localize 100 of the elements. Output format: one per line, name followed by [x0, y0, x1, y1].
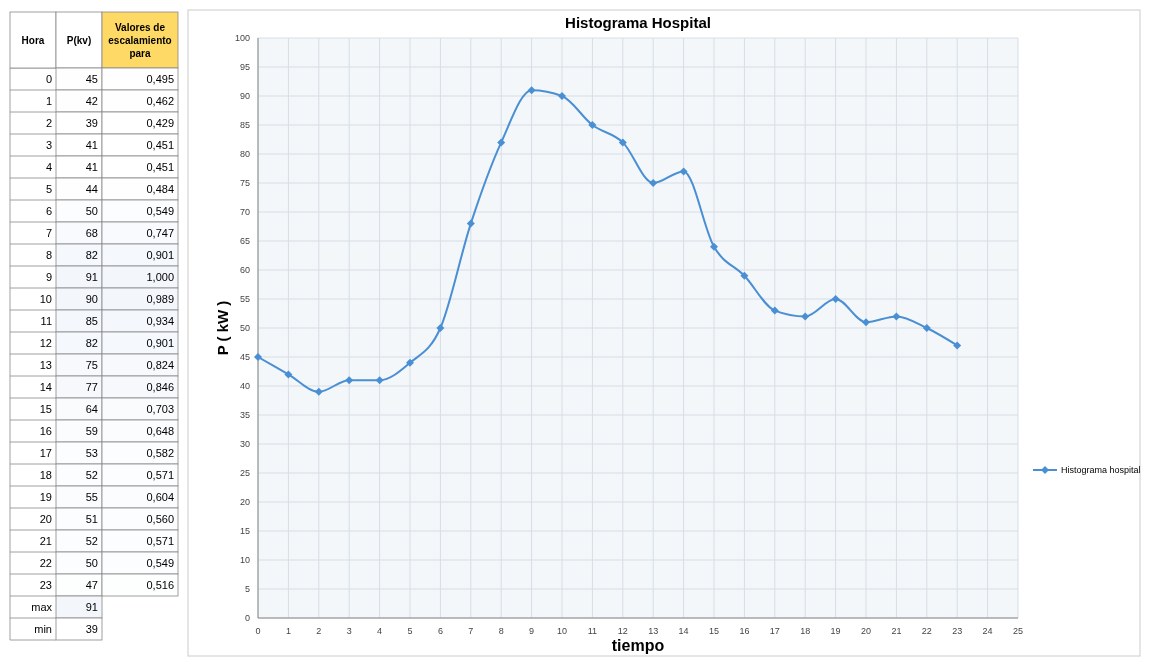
data-label: 50 [85, 557, 98, 569]
data-label: 41 [85, 139, 98, 151]
data-label: 68 [85, 227, 98, 239]
y-axis-title: Hora [21, 35, 45, 46]
data-label: 0,495 [146, 73, 174, 85]
y-tick-label: 10 [39, 293, 52, 305]
y-tick-label: 5 [244, 584, 250, 594]
data-label: 0,703 [146, 403, 174, 415]
y-tick-label: 18 [39, 469, 52, 481]
point [831, 295, 840, 303]
point [436, 324, 445, 332]
x-tick-label: 1 [285, 626, 291, 636]
y-tick-label: 14 [39, 381, 52, 393]
data-label: 47 [85, 579, 98, 591]
data-label: 91 [85, 601, 98, 613]
data-label: 91 [85, 271, 98, 283]
y-tick-label: 5 [45, 183, 52, 195]
x-tick-label: 4 [377, 626, 383, 636]
data-label: 0,648 [146, 425, 174, 437]
point [284, 370, 293, 379]
data-label: 50 [85, 205, 98, 217]
y-tick-label: 11 [40, 315, 52, 327]
point [862, 318, 870, 327]
y-tick-label: 2 [45, 117, 52, 129]
y-tick-label: 8 [45, 249, 52, 261]
data-label: 64 [85, 403, 98, 415]
y-tick-label: 22 [39, 557, 52, 569]
y-tick-label: 20 [39, 513, 52, 525]
point [770, 306, 779, 315]
y-tick-label: 0 [244, 613, 250, 623]
y-tick-label: 90 [239, 91, 250, 101]
x-tick-label: 8 [498, 626, 504, 636]
data-label: 0,901 [146, 337, 174, 349]
y-tick-label: 50 [239, 323, 250, 333]
y-tick-label: 4 [45, 161, 52, 173]
y-tick-label: 10 [239, 555, 250, 565]
data-label: 0,747 [146, 227, 174, 239]
point [740, 271, 749, 280]
data-label: 82 [85, 249, 98, 261]
y-tick-label: 80 [239, 149, 250, 159]
data-label: 52 [85, 535, 98, 547]
data-label: 0,462 [146, 95, 174, 107]
x-tick-label: 9 [529, 626, 535, 636]
y-tick-label: max [31, 601, 53, 613]
data-label: 0,824 [146, 359, 174, 371]
data-label: 0,901 [146, 249, 174, 261]
y-tick-label: 30 [239, 439, 250, 449]
x-tick-label: 18 [800, 626, 811, 636]
x-axis-title: tiempo [611, 637, 665, 654]
y-tick-label: 21 [39, 535, 52, 547]
data-label: 0,571 [146, 469, 174, 481]
y-tick-label: 19 [39, 491, 52, 503]
point [588, 121, 597, 129]
x-tick-label: 12 [617, 626, 628, 636]
data-label: 42 [85, 95, 98, 107]
point [345, 376, 354, 385]
point [406, 358, 414, 367]
y-tick-label: 40 [239, 381, 250, 391]
x-tick-label: 0 [255, 626, 261, 636]
data-label: 0,846 [146, 381, 174, 393]
data-label: 0,549 [146, 205, 174, 217]
x-tick-label: 16 [739, 626, 750, 636]
data-label: 0,582 [146, 447, 174, 459]
point [254, 353, 262, 361]
y-tick-label: 15 [39, 403, 52, 415]
x-tick-label: Valores de escalamiento para [108, 22, 172, 59]
data-label: 75 [85, 359, 98, 371]
point [922, 324, 931, 332]
point [527, 86, 536, 95]
data-label: 39 [85, 117, 98, 129]
y-tick-label: 3 [45, 139, 52, 151]
y-tick-label: 95 [239, 62, 250, 72]
y-tick-label: 65 [239, 236, 250, 246]
data-label: 0,484 [146, 183, 174, 195]
x-tick-label: 10 [556, 626, 568, 636]
point [710, 242, 718, 251]
data-label: 0,549 [146, 557, 174, 569]
x-tick-label: 11 [587, 626, 598, 636]
point [466, 219, 475, 228]
x-tick-label: 3 [346, 626, 352, 636]
x-tick-label: 24 [982, 626, 993, 636]
data-label: 0,934 [146, 315, 174, 327]
y-tick-label: 17 [39, 447, 52, 459]
x-tick-label: P(kv) [66, 35, 92, 46]
point [314, 387, 323, 396]
data-label: 41 [85, 161, 98, 173]
point [892, 312, 901, 321]
x-tick-label: 5 [407, 626, 413, 636]
data-label: 53 [85, 447, 98, 459]
y-tick-label: 35 [239, 410, 250, 420]
x-tick-label: 15 [708, 626, 720, 636]
x-tick-label: 7 [468, 626, 474, 636]
y-tick-label: 60 [239, 265, 250, 275]
data-label: 51 [85, 513, 98, 525]
y-tick-label: 70 [239, 207, 250, 217]
y-tick-label: 100 [234, 33, 250, 43]
point [618, 138, 627, 147]
y-tick-label: 6 [45, 205, 52, 217]
y-axis-title: P ( kW ) [214, 300, 231, 356]
x-tick-label: 25 [1012, 626, 1024, 636]
